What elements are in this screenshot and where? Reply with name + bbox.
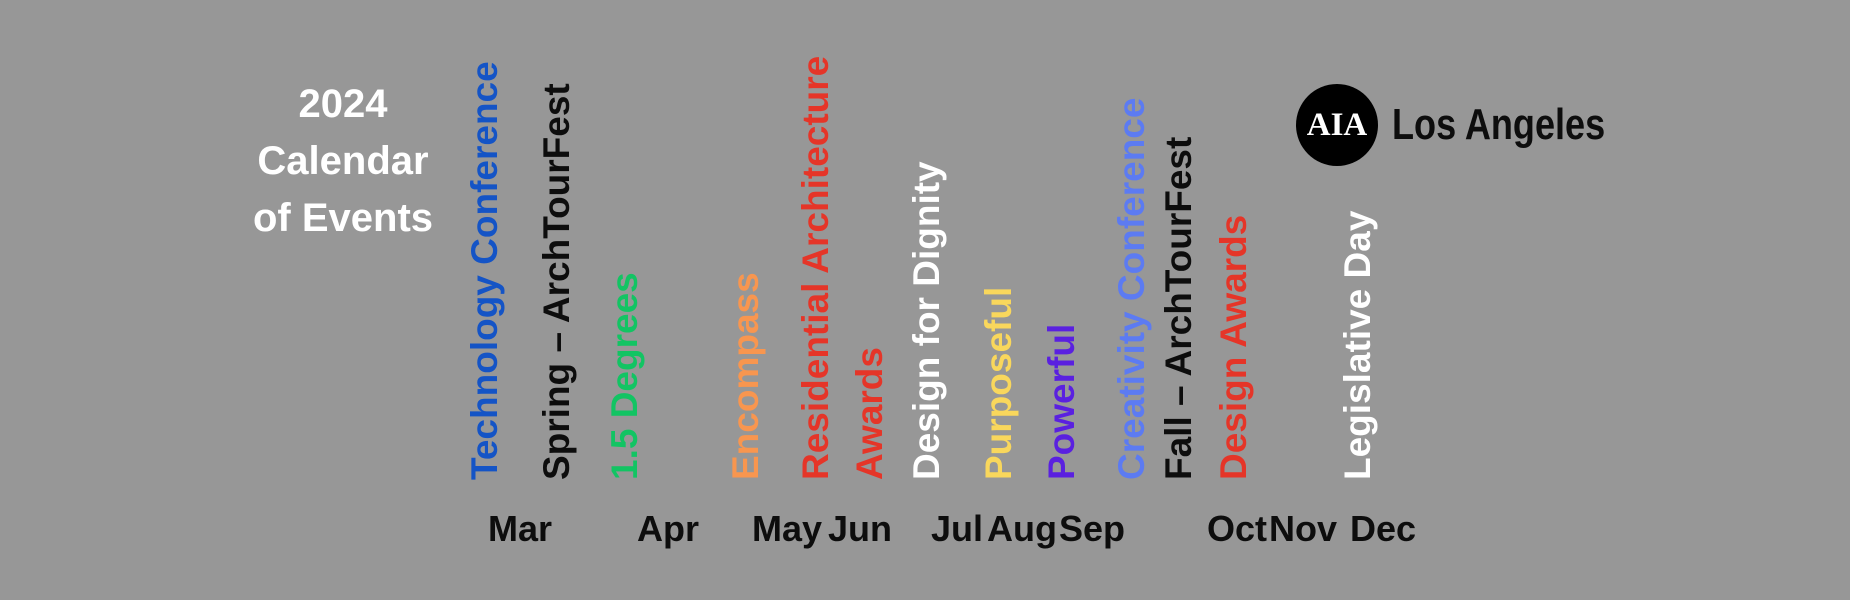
month-label-mar: Mar	[487, 508, 553, 549]
event-label-technology-conference: Technology Conference	[464, 61, 505, 480]
aia-logo-letters: AIA	[1306, 106, 1368, 143]
event-label-spring-archtourfest: Spring – ArchTourFest	[536, 83, 577, 480]
month-label-jun: Jun	[827, 508, 893, 549]
month-label-sep: Sep	[1058, 508, 1126, 549]
event-label-creativity-conference: Creativity Conference	[1111, 97, 1152, 480]
event-label-1-5-degrees: 1.5 Degrees	[604, 272, 645, 480]
event-label-awards: Awards	[849, 347, 890, 480]
title-line-of-events: of Events	[252, 196, 434, 240]
event-label-design-for-dignity: Design for Dignity	[906, 161, 947, 480]
event-label-design-awards: Design Awards	[1213, 214, 1254, 480]
event-label-residential-architecture: Residential Architecture	[795, 55, 836, 480]
event-label-encompass: Encompass	[725, 272, 766, 480]
title-line-calendar: Calendar	[257, 139, 429, 183]
title-line-year: 2024	[298, 82, 388, 126]
aia-logo-wordmark: Los Angeles	[1392, 100, 1606, 149]
month-label-may: May	[751, 508, 823, 549]
month-label-aug: Aug	[987, 508, 1057, 549]
event-label-legislative-day: Legislative Day	[1337, 210, 1378, 480]
event-label-fall-archtourfest: Fall – ArchTourFest	[1158, 136, 1199, 480]
month-label-apr: Apr	[637, 508, 699, 549]
event-label-purposeful: Purposeful	[978, 286, 1019, 480]
month-label-nov: Nov	[1268, 508, 1338, 549]
month-label-jul: Jul	[930, 508, 984, 549]
event-label-powerful: Powerful	[1041, 323, 1082, 480]
month-label-oct: Oct	[1206, 508, 1268, 549]
month-label-dec: Dec	[1349, 508, 1417, 549]
banner-title: 2024 Calendar of Events	[193, 76, 493, 247]
aia-logo-circle-icon: AIA	[1296, 84, 1378, 166]
